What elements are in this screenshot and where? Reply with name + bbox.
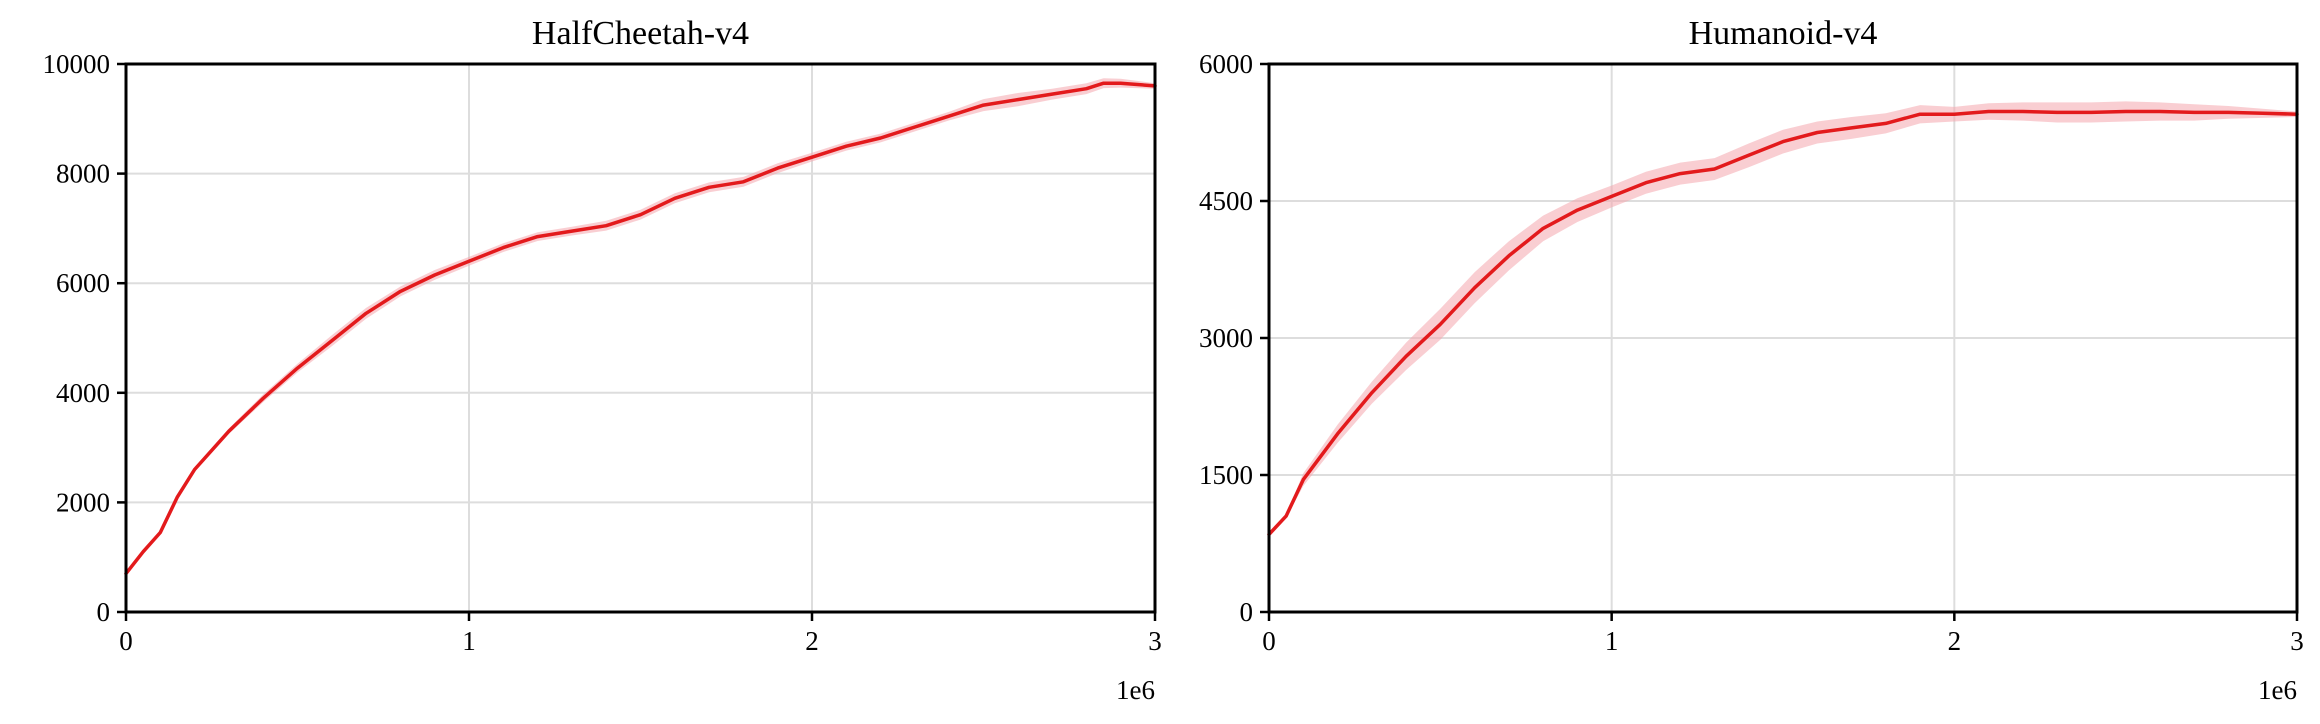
y-tick-label: 4000	[56, 378, 110, 408]
chart-title: Humanoid-v4	[1689, 15, 1878, 52]
series-confidence-band	[1269, 101, 2297, 535]
x-tick-label: 3	[2290, 626, 2304, 656]
x-offset-label: 1e6	[1116, 675, 1155, 705]
x-tick-label: 0	[1262, 626, 1276, 656]
y-tick-label: 6000	[56, 268, 110, 298]
x-tick-label: 2	[1948, 626, 1962, 656]
y-tick-label: 0	[1240, 597, 1254, 627]
axes-frame	[124, 62, 1157, 614]
series-confidence-band	[126, 78, 1155, 574]
y-tick-label: 1500	[1199, 460, 1253, 490]
series-line	[1267, 109, 2299, 537]
x-tick-label: 3	[1148, 626, 1162, 656]
x-offset-label: 1e6	[2258, 675, 2297, 705]
y-tick-label: 2000	[56, 487, 110, 517]
y-tick-label: 3000	[1199, 323, 1253, 353]
chart-title: HalfCheetah-v4	[532, 15, 749, 52]
x-tick-label: 2	[805, 626, 819, 656]
y-tick-label: 10000	[43, 49, 111, 79]
x-tick-label: 0	[119, 626, 133, 656]
x-tick-label: 1	[462, 626, 476, 656]
y-tick-label: 8000	[56, 159, 110, 189]
x-tick-label: 1	[1605, 626, 1619, 656]
y-tick-label: 0	[97, 597, 111, 627]
series-line	[124, 81, 1157, 576]
y-tick-label: 4500	[1199, 186, 1253, 216]
y-tick-label: 6000	[1199, 49, 1253, 79]
